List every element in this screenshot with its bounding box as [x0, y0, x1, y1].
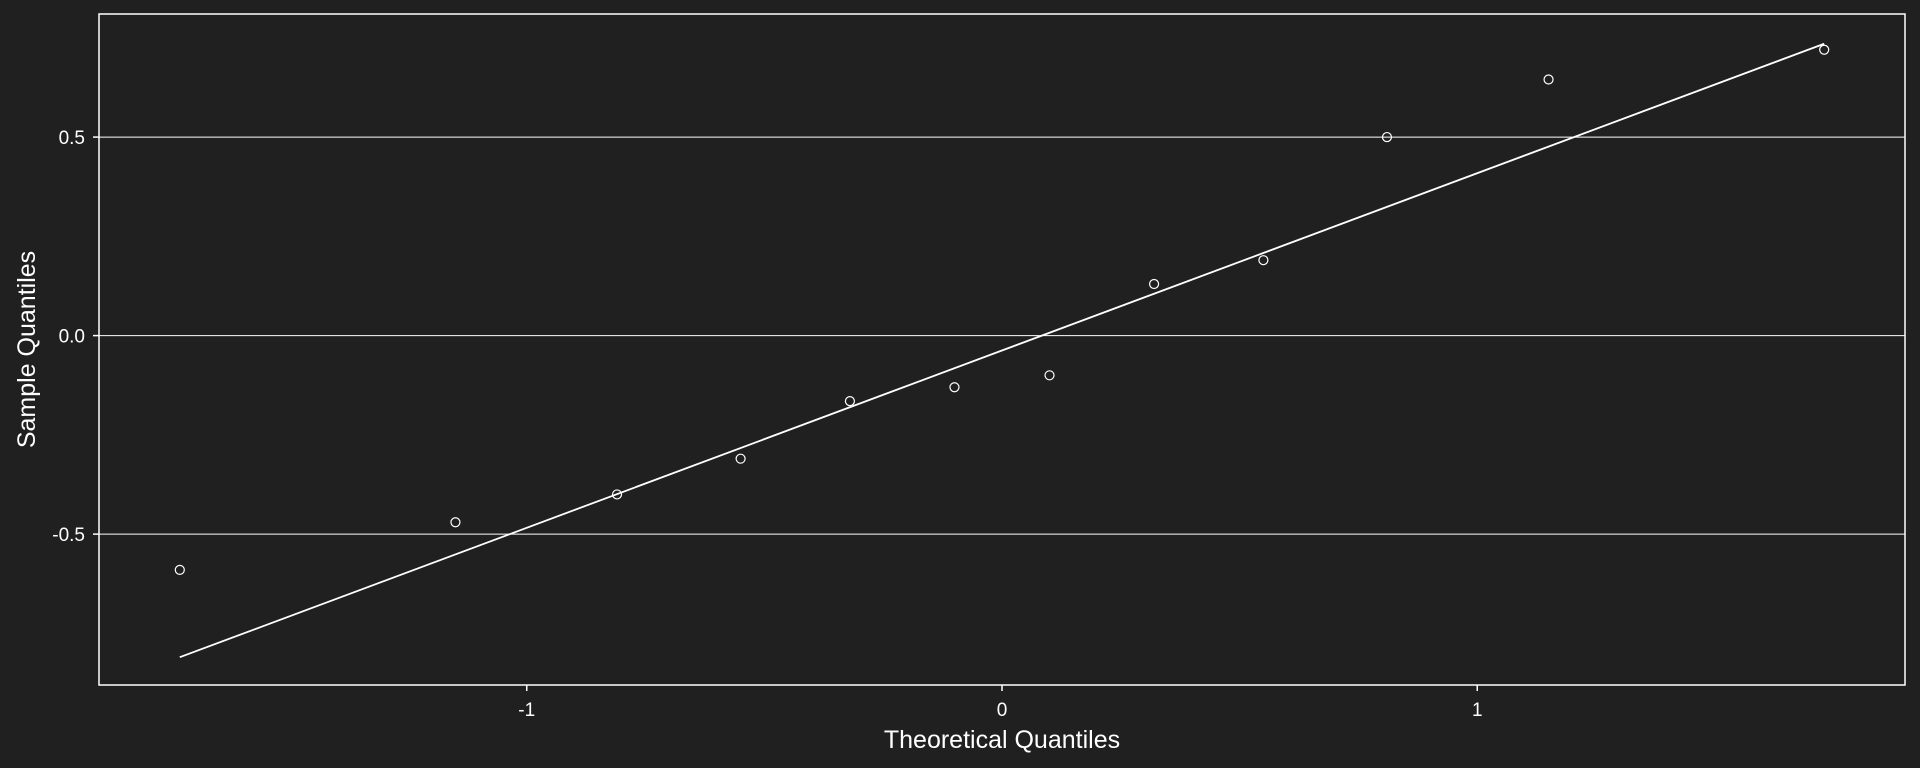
- data-points: [174, 44, 1830, 575]
- x-axis-title: Theoretical Quantiles: [884, 726, 1120, 754]
- x-tick-label: 1: [1472, 700, 1483, 721]
- data-point: [611, 489, 623, 500]
- axis-ticks: -0.5 0.0 0.5 -1 0 1: [52, 128, 1482, 721]
- data-point: [735, 453, 746, 464]
- data-point: [450, 517, 461, 528]
- x-tick-label: -1: [518, 700, 535, 721]
- data-point: [1258, 255, 1269, 266]
- data-point: [1381, 131, 1393, 143]
- data-point: [1543, 74, 1554, 85]
- reference-line-group: [179, 42, 1825, 659]
- y-axis-title: Sample Quantiles: [13, 251, 41, 448]
- data-point: [174, 564, 185, 575]
- data-point: [1148, 278, 1160, 290]
- data-point: [1819, 44, 1830, 55]
- grid-lines: [99, 136, 1905, 535]
- x-tick-label: 0: [997, 700, 1008, 721]
- y-tick-label: -0.5: [52, 525, 85, 546]
- data-point: [949, 382, 960, 393]
- y-tick-label: 0.0: [59, 327, 85, 348]
- data-point: [844, 396, 856, 407]
- reference-line: [179, 42, 1825, 659]
- y-tick-label: 0.5: [59, 128, 85, 149]
- data-point: [1044, 370, 1055, 381]
